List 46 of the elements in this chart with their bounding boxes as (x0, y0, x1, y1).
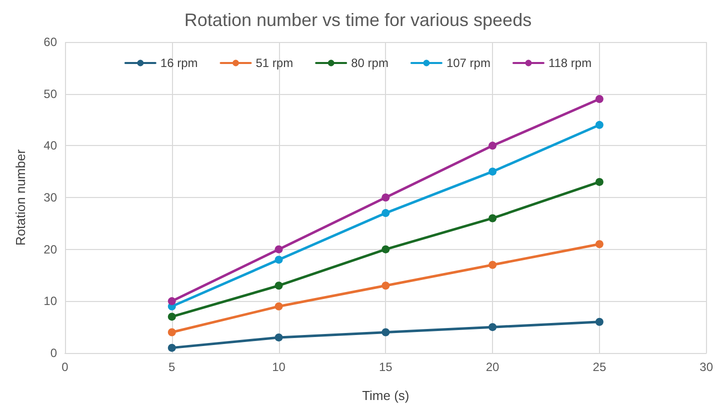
y-tick-label: 40 (44, 138, 58, 153)
point (382, 328, 390, 336)
x-tick-label: 5 (168, 360, 176, 374)
point (595, 178, 604, 186)
legend-label: 16 rpm (160, 56, 198, 70)
point (382, 194, 390, 202)
legend-label: 51 rpm (256, 56, 294, 70)
point (595, 95, 604, 104)
x-tick-label: 20 (486, 360, 500, 374)
point (488, 214, 497, 222)
y-tick-label: 60 (44, 35, 58, 49)
point (595, 120, 604, 129)
x-tick-label: 25 (592, 360, 606, 374)
point (168, 344, 176, 352)
legend-label: 107 rpm (446, 56, 490, 70)
y-tick-label: 0 (50, 346, 58, 360)
point (382, 209, 390, 218)
point (595, 240, 604, 248)
point (488, 323, 497, 332)
y-tick-label: 10 (44, 294, 58, 308)
point (488, 142, 497, 150)
point (382, 282, 390, 290)
legend-label: 118 rpm (548, 56, 592, 70)
x-tick-label: 30 (700, 360, 714, 374)
x-tick-label: 15 (378, 360, 393, 374)
y-axis-title: Rotation number (13, 148, 28, 246)
y-tick-label: 20 (44, 242, 58, 256)
point (382, 245, 390, 254)
point (274, 256, 283, 264)
point (168, 297, 176, 306)
point (595, 318, 604, 326)
chart-title: Rotation number vs time for various speeds (184, 10, 532, 30)
point (168, 328, 176, 336)
y-tick-label: 30 (44, 190, 58, 204)
x-tick-label: 10 (272, 360, 286, 374)
point (274, 333, 283, 342)
y-tick-label: 50 (44, 86, 58, 101)
point (488, 260, 497, 269)
point (274, 302, 283, 310)
point (274, 245, 283, 254)
point (168, 312, 176, 321)
point (274, 282, 283, 290)
x-tick-label: 0 (62, 360, 69, 374)
point (488, 168, 497, 176)
x-axis-title: Time (s) (362, 388, 410, 403)
legend-label: 80 rpm (351, 56, 388, 70)
